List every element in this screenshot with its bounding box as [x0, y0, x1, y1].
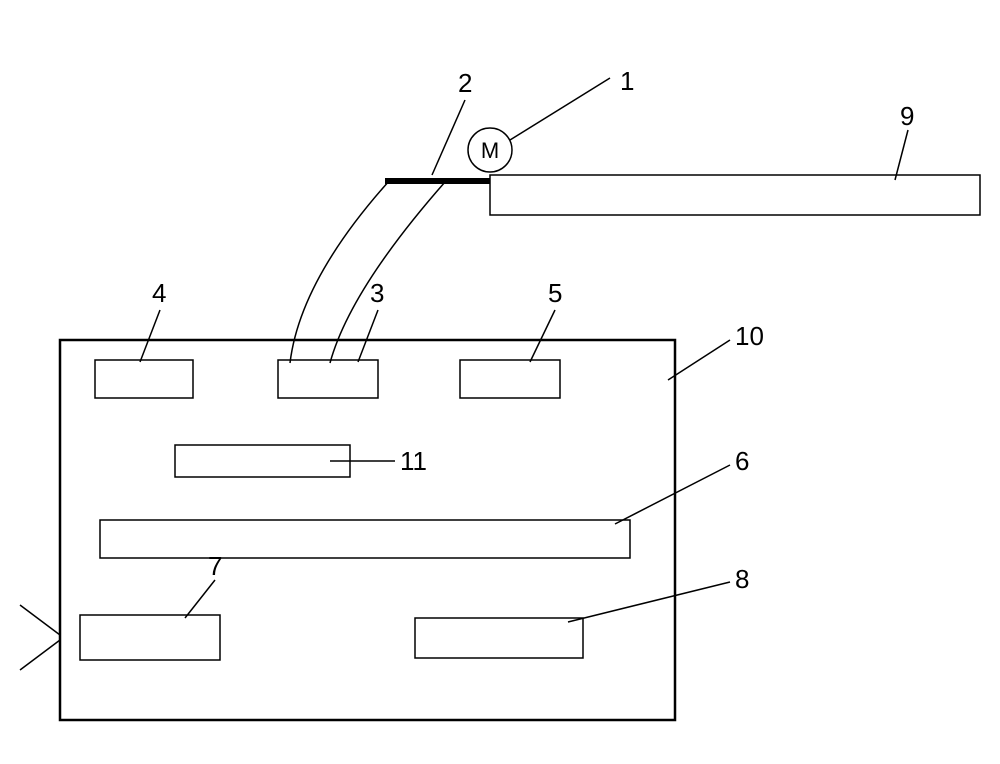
- bar9-box: [490, 175, 980, 215]
- motor-letter: M: [481, 138, 499, 163]
- box6-label: 6: [735, 446, 749, 476]
- box6: [100, 520, 630, 558]
- box3: [278, 360, 378, 398]
- box8-label: 8: [735, 564, 749, 594]
- small-bar-label: 2: [458, 68, 472, 98]
- box5: [460, 360, 560, 398]
- antenna-top: [20, 605, 60, 635]
- housing-leader: [668, 340, 730, 380]
- box7-label: 7: [208, 551, 222, 581]
- box7: [80, 615, 220, 660]
- box11: [175, 445, 350, 477]
- box11-label: 11: [400, 446, 427, 476]
- antenna-bottom: [20, 640, 60, 670]
- box5-label: 5: [548, 278, 562, 308]
- box5-leader: [530, 310, 555, 362]
- small-bar: [385, 178, 490, 184]
- housing-label: 10: [735, 321, 764, 351]
- small-bar-leader: [432, 100, 465, 175]
- box6-leader: [615, 465, 730, 524]
- box4-label: 4: [152, 278, 166, 308]
- box4: [95, 360, 193, 398]
- bar9-leader: [895, 130, 908, 180]
- motor-leader: [510, 78, 610, 140]
- box7-leader: [185, 580, 215, 618]
- box8-leader: [568, 582, 730, 622]
- box8: [415, 618, 583, 658]
- box3-leader: [358, 310, 378, 362]
- bar9-label: 9: [900, 101, 914, 131]
- motor-label: 1: [620, 66, 634, 96]
- wire-2: [330, 182, 445, 363]
- housing-box: [60, 340, 675, 720]
- box4-leader: [140, 310, 160, 362]
- box3-label: 3: [370, 278, 384, 308]
